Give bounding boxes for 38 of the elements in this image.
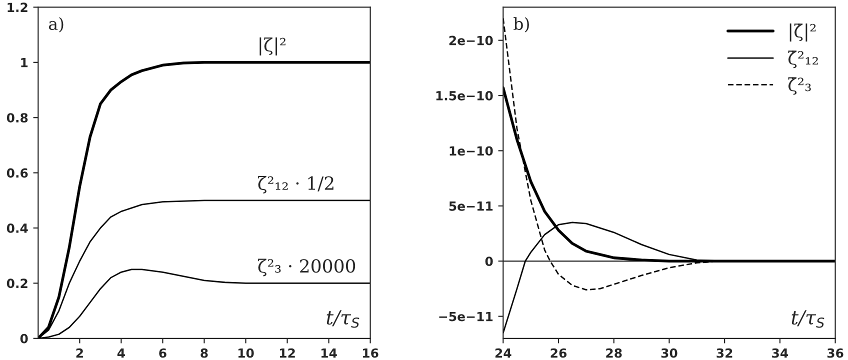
series-label: ζ²₃ · 20000 xyxy=(258,258,356,276)
y-tick-label: 0.4 xyxy=(6,223,28,233)
x-tick-label: 14 xyxy=(321,348,337,358)
x-tick-label: 28 xyxy=(606,348,622,358)
x-tick-label: 16 xyxy=(363,348,378,358)
x-tick-label: 24 xyxy=(495,348,512,358)
y-tick-label: 0.6 xyxy=(6,168,28,178)
x-tick-label: 6 xyxy=(159,348,166,358)
y-tick-label: 5e−11 xyxy=(449,202,493,211)
x-tick-label: 36 xyxy=(827,348,844,358)
legend-label: |ζ̇|² xyxy=(790,23,816,42)
y-tick-label: 1e−10 xyxy=(450,146,493,156)
y-tick-label: 1.2 xyxy=(8,2,28,12)
y-tick-label: 1.5e−10 xyxy=(436,90,493,100)
text: a) xyxy=(48,17,64,32)
x-tick-label: 32 xyxy=(716,348,732,358)
y-tick-label: 2e−10 xyxy=(449,36,493,46)
series-label: |ζ|² xyxy=(260,37,286,56)
legend-label: ζ̇²₁₂ xyxy=(788,50,818,68)
y-tick-label: 0 xyxy=(485,256,493,266)
x-tick-label: 12 xyxy=(280,348,295,358)
x-tick-label: 10 xyxy=(238,348,254,358)
series-label: ζ²₁₂ · 1/2 xyxy=(258,176,334,194)
x-tick-label: 4 xyxy=(117,348,125,358)
y-tick-label: −5e−11 xyxy=(439,312,493,322)
x-tick-label: 26 xyxy=(550,348,567,358)
y-tick-label: 0 xyxy=(20,334,28,344)
legend-label: ζ̇²₃ xyxy=(788,77,811,95)
x-axis-title: t/τ$_{S}$ xyxy=(326,310,360,328)
x-tick-label: 34 xyxy=(772,348,788,358)
y-tick-label: 1 xyxy=(21,58,28,68)
x-axis-title: t/τ$_{S}$ xyxy=(792,310,824,328)
text: b) xyxy=(514,17,529,32)
y-tick-label: 0.8 xyxy=(6,113,28,123)
x-tick-label: 2 xyxy=(76,348,83,358)
x-tick-label: 30 xyxy=(661,348,678,358)
y-tick-label: 0.2 xyxy=(6,278,28,288)
x-tick-label: 8 xyxy=(200,348,208,358)
